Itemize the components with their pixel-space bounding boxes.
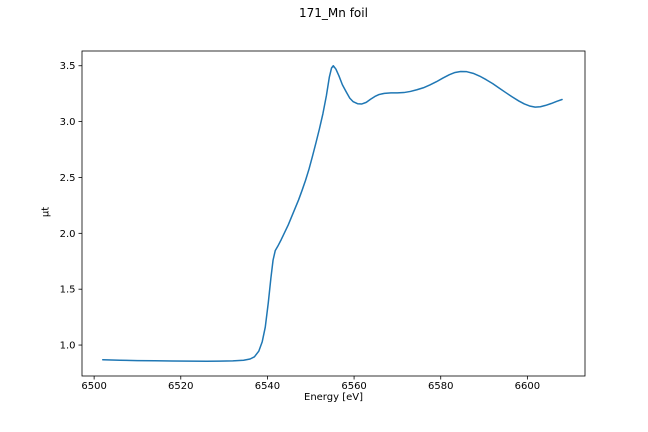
- x-tick-label: 6540: [255, 381, 280, 392]
- axes-frame: [81, 50, 586, 377]
- x-axis-label: Energy [eV]: [304, 392, 363, 403]
- x-tick-label: 6560: [341, 381, 366, 392]
- y-tick-label: 2.0: [60, 229, 76, 240]
- data-line: [102, 65, 563, 362]
- x-tick-label: 6520: [168, 381, 193, 392]
- y-tick-label: 3.5: [60, 61, 76, 72]
- x-tick-label: 6580: [428, 381, 453, 392]
- x-tick-label: 6600: [515, 381, 540, 392]
- chart-title: 171_Mn foil: [299, 6, 368, 20]
- y-tick-label: 1.5: [60, 285, 76, 296]
- y-tick-label: 1.0: [60, 341, 76, 352]
- y-tick-label: 3.0: [60, 117, 76, 128]
- y-tick-label: 2.5: [60, 173, 76, 184]
- x-tick-label: 6500: [81, 381, 106, 392]
